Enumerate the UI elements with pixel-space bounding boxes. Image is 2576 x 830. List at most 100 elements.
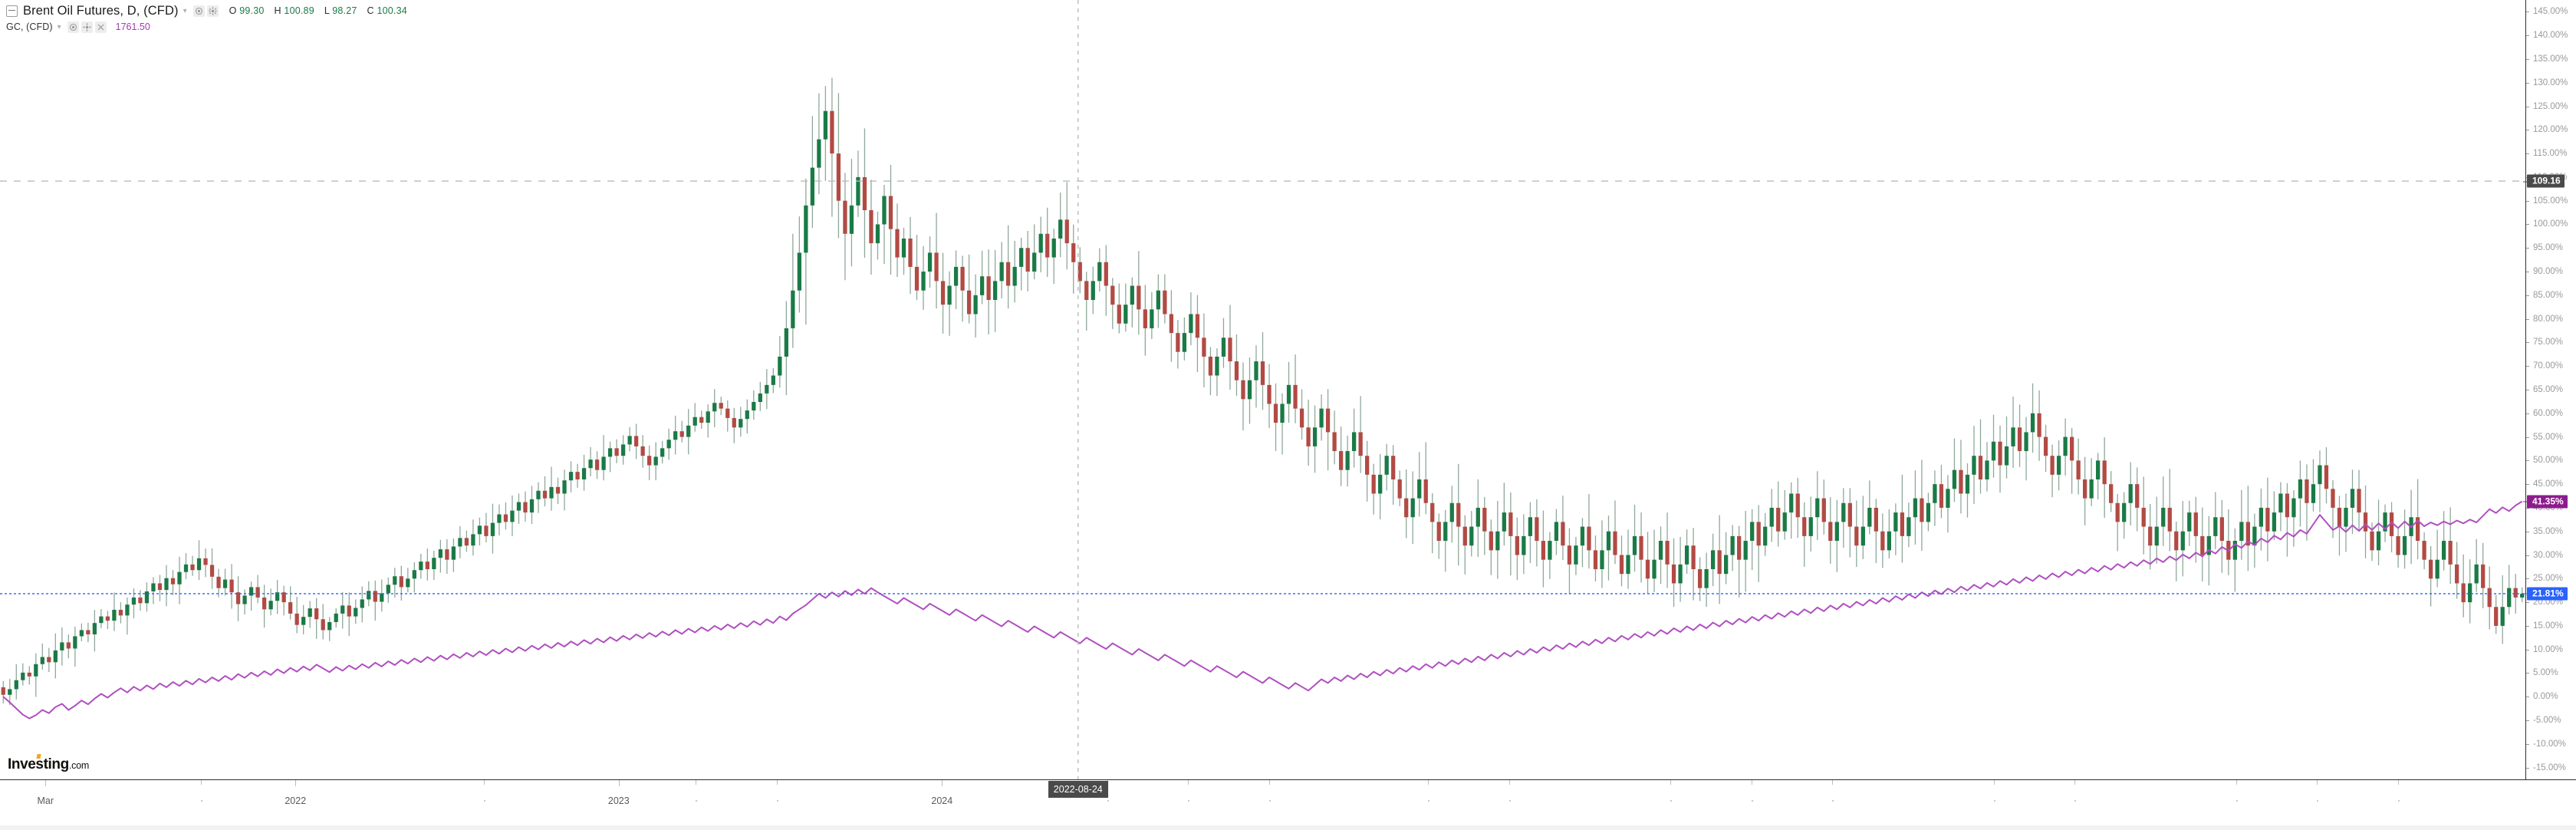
time-axis-minor-dot bbox=[776, 800, 778, 802]
price-axis-tick: 60.00% bbox=[2526, 409, 2563, 418]
time-axis-tick bbox=[942, 780, 943, 786]
price-axis[interactable]: 145.00% 140.00% 135.00% 130.00% 125.00% 120.0… bbox=[2523, 0, 2576, 779]
chart-legend: Brent Oil Futures, D, (CFD) ▾ O Brent Oi… bbox=[6, 2, 417, 35]
time-axis-minor-tick bbox=[2235, 780, 2237, 785]
eye-icon-secondary[interactable] bbox=[67, 21, 79, 33]
time-axis-minor-tick bbox=[1428, 780, 1429, 785]
time-axis-minor-dot bbox=[1751, 800, 1753, 802]
price-axis-tick: 10.00% bbox=[2526, 645, 2563, 654]
price-axis-tick: 105.00% bbox=[2526, 196, 2568, 206]
gold-last-price-badge[interactable]: 41.35% bbox=[2523, 495, 2568, 509]
price-axis-tick: 50.00% bbox=[2526, 456, 2563, 465]
crosshair-price-badge[interactable]: 109.16 bbox=[2523, 174, 2564, 188]
time-axis-minor-tick bbox=[2397, 780, 2399, 785]
price-axis-tick: 125.00% bbox=[2526, 102, 2568, 111]
secondary-series-title[interactable]: GC, (CFD) bbox=[6, 21, 53, 32]
ohlc-close: C 100.34 bbox=[367, 5, 407, 16]
price-axis-tick: -5.00% bbox=[2526, 716, 2561, 725]
price-axis-tick: 70.00% bbox=[2526, 361, 2563, 371]
price-axis-tick: 45.00% bbox=[2526, 479, 2563, 489]
price-axis-tick: -15.00% bbox=[2526, 763, 2566, 772]
price-axis-tick: 135.00% bbox=[2526, 54, 2568, 64]
price-axis-tick: 15.00% bbox=[2526, 621, 2563, 631]
chevron-down-icon-secondary[interactable]: ▾ bbox=[57, 23, 61, 31]
primary-series-title[interactable]: Brent Oil Futures, D, (CFD) bbox=[23, 3, 179, 18]
time-axis-minor-dot bbox=[200, 800, 202, 802]
time-axis-minor-dot bbox=[1670, 800, 1673, 802]
time-axis-minor-dot bbox=[1993, 800, 1995, 802]
price-axis-tick: 115.00% bbox=[2526, 149, 2568, 158]
watermark-brand: Investing bbox=[8, 756, 69, 772]
time-axis-minor-tick bbox=[1508, 780, 1510, 785]
time-axis-label: 2023 bbox=[607, 795, 630, 806]
gear-icon-secondary[interactable] bbox=[81, 21, 93, 33]
time-axis-minor-tick bbox=[1268, 780, 1270, 785]
time-axis-minor-tick bbox=[1832, 780, 1834, 785]
price-axis-tick: -10.00% bbox=[2526, 739, 2566, 749]
price-axis-tick: 130.00% bbox=[2526, 78, 2568, 87]
time-axis-minor-dot bbox=[1268, 800, 1271, 802]
time-axis-minor-dot bbox=[1107, 800, 1109, 802]
time-axis-minor-dot bbox=[483, 800, 485, 802]
time-axis-label: 2022 bbox=[285, 795, 307, 806]
brent-last-price-badge[interactable]: 21.81% bbox=[2523, 587, 2568, 601]
price-axis-tick: 0.00% bbox=[2526, 692, 2558, 701]
legend-row-primary: Brent Oil Futures, D, (CFD) ▾ O Brent Oi… bbox=[6, 2, 417, 19]
price-axis-tick: 120.00% bbox=[2526, 125, 2568, 134]
price-axis-tick: 5.00% bbox=[2526, 668, 2558, 677]
ohlc-open: O Brent Oil Futures, D, (CFD)99.30 bbox=[229, 5, 265, 16]
gold-line-series bbox=[2, 500, 2523, 720]
time-axis-minor-tick bbox=[483, 780, 485, 785]
time-axis-label: 2024 bbox=[931, 795, 953, 806]
price-axis-tick: 100.00% bbox=[2526, 219, 2568, 229]
legend-row-secondary: GC, (CFD) ▾ 1761.50 bbox=[6, 19, 417, 35]
time-axis-minor-dot bbox=[1508, 800, 1511, 802]
eye-icon[interactable] bbox=[192, 5, 205, 17]
price-axis-tick: 140.00% bbox=[2526, 31, 2568, 40]
time-axis-minor-dot bbox=[1832, 800, 1834, 802]
crosshair-date-badge[interactable]: 2022-08-24 bbox=[1048, 781, 1108, 798]
time-axis-minor-dot bbox=[2317, 800, 2319, 802]
primary-icon-group bbox=[192, 5, 219, 17]
watermark-suffix: .com bbox=[68, 760, 90, 771]
price-axis-tick: 25.00% bbox=[2526, 574, 2563, 583]
price-axis-tick: 65.00% bbox=[2526, 385, 2563, 394]
ohlc-readout: O Brent Oil Futures, D, (CFD)99.30 H 100.… bbox=[229, 5, 417, 16]
time-axis-minor-tick bbox=[1670, 780, 1672, 785]
time-axis-tick bbox=[618, 780, 620, 786]
secondary-icon-group bbox=[67, 21, 107, 33]
ohlc-low: L 98.27 bbox=[324, 5, 357, 16]
chevron-down-icon[interactable]: ▾ bbox=[183, 7, 187, 15]
time-axis-tick bbox=[45, 780, 47, 786]
price-axis-tick: 35.00% bbox=[2526, 527, 2563, 536]
plot-svg bbox=[0, 0, 2525, 779]
price-axis-tick: 95.00% bbox=[2526, 243, 2563, 252]
candlestick-series bbox=[1, 77, 2525, 706]
investing-watermark: Investing .com bbox=[8, 756, 89, 773]
price-axis-tick: 30.00% bbox=[2526, 551, 2563, 560]
time-axis[interactable]: Mar 2022 2023 2024 2022-08-24 bbox=[0, 779, 2576, 830]
price-axis-tick: 85.00% bbox=[2526, 291, 2563, 300]
minus-box-icon[interactable] bbox=[6, 5, 18, 17]
gear-icon[interactable] bbox=[206, 5, 219, 17]
time-axis-minor-tick bbox=[2074, 780, 2076, 785]
time-axis-minor-dot bbox=[1428, 800, 1430, 802]
close-icon[interactable] bbox=[94, 21, 107, 33]
price-axis-tick: 75.00% bbox=[2526, 338, 2563, 347]
time-axis-minor-tick bbox=[776, 780, 778, 785]
time-axis-minor-tick bbox=[200, 780, 202, 785]
time-axis-minor-dot bbox=[2235, 800, 2238, 802]
time-axis-minor-dot bbox=[696, 800, 698, 802]
bottom-strip bbox=[0, 825, 2576, 830]
time-axis-label: Mar bbox=[37, 795, 54, 806]
ohlc-high: H 100.89 bbox=[274, 5, 314, 16]
time-axis-tick bbox=[295, 780, 297, 786]
time-axis-minor-dot bbox=[2397, 800, 2400, 802]
price-axis-tick: 55.00% bbox=[2526, 433, 2563, 442]
time-axis-minor-dot bbox=[1188, 800, 1190, 802]
price-axis-tick: 90.00% bbox=[2526, 267, 2563, 276]
price-axis-tick: 145.00% bbox=[2526, 7, 2568, 16]
plot-area[interactable] bbox=[0, 0, 2525, 779]
secondary-series-value: 1761.50 bbox=[115, 21, 150, 32]
